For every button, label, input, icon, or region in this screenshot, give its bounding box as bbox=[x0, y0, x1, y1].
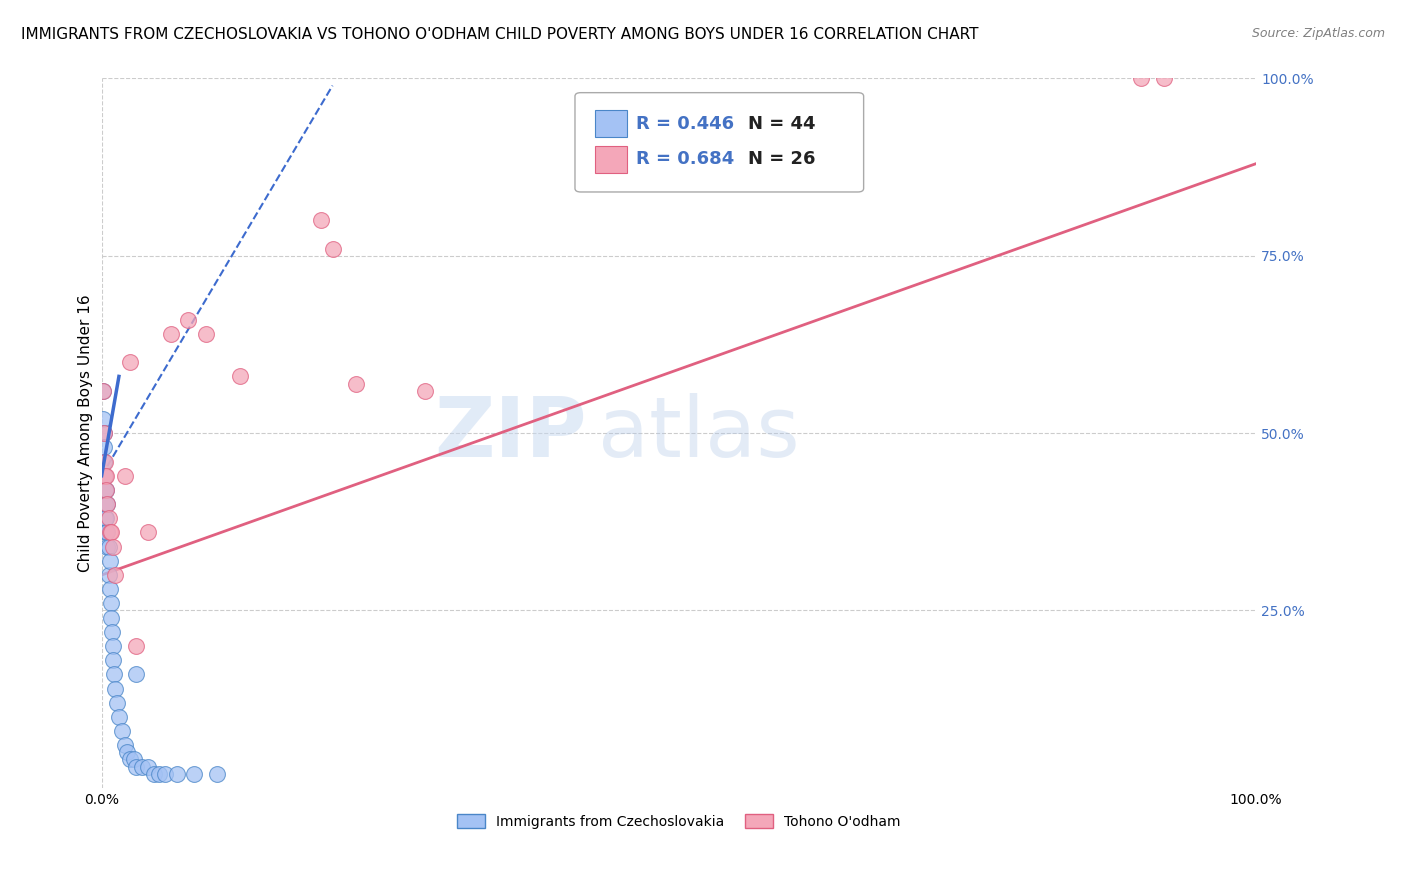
Point bbox=[91, 384, 114, 398]
Point bbox=[96, 468, 118, 483]
Point bbox=[322, 242, 344, 256]
Text: N = 44: N = 44 bbox=[748, 115, 815, 133]
Text: ZIP: ZIP bbox=[434, 392, 586, 474]
Point bbox=[93, 426, 115, 441]
Point bbox=[136, 525, 159, 540]
Point bbox=[96, 497, 118, 511]
Point bbox=[104, 681, 127, 696]
Text: Source: ZipAtlas.com: Source: ZipAtlas.com bbox=[1251, 27, 1385, 40]
Point bbox=[103, 667, 125, 681]
Text: R = 0.684: R = 0.684 bbox=[636, 151, 734, 169]
Point bbox=[96, 511, 118, 525]
Point bbox=[101, 624, 124, 639]
Point bbox=[111, 724, 134, 739]
Point bbox=[96, 497, 118, 511]
Point bbox=[115, 745, 138, 759]
Point bbox=[1153, 71, 1175, 86]
Point bbox=[413, 384, 436, 398]
Point bbox=[94, 468, 117, 483]
Point bbox=[96, 540, 118, 554]
Point bbox=[94, 468, 117, 483]
Point bbox=[101, 639, 124, 653]
Point bbox=[104, 568, 127, 582]
Point bbox=[131, 759, 153, 773]
Bar bbox=[595, 146, 627, 173]
Point bbox=[96, 483, 118, 497]
Point bbox=[166, 766, 188, 780]
Point bbox=[97, 568, 120, 582]
Point bbox=[100, 525, 122, 540]
Point bbox=[94, 497, 117, 511]
Point bbox=[93, 426, 115, 441]
Point bbox=[183, 766, 205, 780]
Point bbox=[100, 610, 122, 624]
Point bbox=[205, 766, 228, 780]
Point bbox=[148, 766, 170, 780]
Point bbox=[105, 696, 128, 710]
Point bbox=[108, 710, 131, 724]
Text: R = 0.446: R = 0.446 bbox=[636, 115, 734, 133]
Point bbox=[142, 766, 165, 780]
Point bbox=[91, 384, 114, 398]
Text: IMMIGRANTS FROM CZECHOSLOVAKIA VS TOHONO O'ODHAM CHILD POVERTY AMONG BOYS UNDER : IMMIGRANTS FROM CZECHOSLOVAKIA VS TOHONO… bbox=[21, 27, 979, 42]
Point bbox=[93, 441, 115, 455]
Point bbox=[114, 468, 136, 483]
Point bbox=[229, 369, 252, 384]
Point bbox=[125, 667, 148, 681]
Point bbox=[120, 752, 142, 766]
Point bbox=[94, 483, 117, 497]
Point bbox=[98, 525, 121, 540]
Point bbox=[160, 326, 183, 341]
FancyBboxPatch shape bbox=[575, 93, 863, 192]
Point bbox=[125, 759, 148, 773]
Point bbox=[91, 412, 114, 426]
Point bbox=[136, 759, 159, 773]
Y-axis label: Child Poverty Among Boys Under 16: Child Poverty Among Boys Under 16 bbox=[79, 294, 93, 572]
Point bbox=[122, 752, 145, 766]
Point bbox=[344, 376, 367, 391]
Point bbox=[98, 582, 121, 597]
Point bbox=[101, 540, 124, 554]
Point bbox=[125, 639, 148, 653]
Point bbox=[97, 540, 120, 554]
Point bbox=[96, 525, 118, 540]
Bar bbox=[595, 111, 627, 137]
Legend: Immigrants from Czechoslovakia, Tohono O'odham: Immigrants from Czechoslovakia, Tohono O… bbox=[451, 808, 905, 834]
Text: N = 26: N = 26 bbox=[748, 151, 815, 169]
Point bbox=[177, 312, 200, 326]
Point bbox=[153, 766, 176, 780]
Point bbox=[94, 454, 117, 468]
Point bbox=[96, 483, 118, 497]
Point bbox=[114, 739, 136, 753]
Point bbox=[93, 468, 115, 483]
Point bbox=[101, 653, 124, 667]
Point bbox=[1129, 71, 1152, 86]
Text: atlas: atlas bbox=[598, 392, 800, 474]
Point bbox=[309, 213, 332, 227]
Point bbox=[120, 355, 142, 369]
Point bbox=[100, 596, 122, 610]
Point bbox=[93, 454, 115, 468]
Point bbox=[94, 511, 117, 525]
Point bbox=[194, 326, 217, 341]
Point bbox=[98, 554, 121, 568]
Point bbox=[96, 525, 118, 540]
Point bbox=[97, 511, 120, 525]
